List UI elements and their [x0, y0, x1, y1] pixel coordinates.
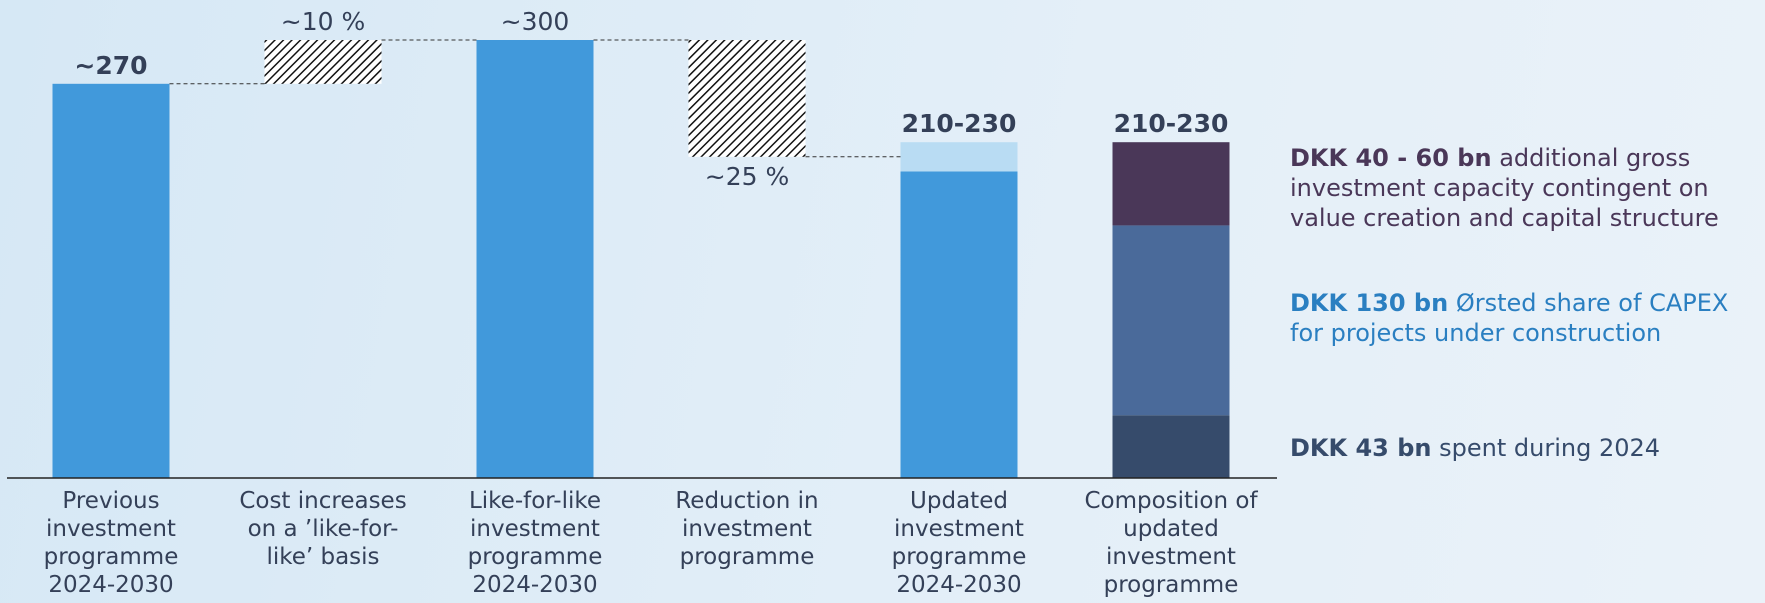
value-label: ~270: [74, 51, 147, 80]
bar: [52, 83, 170, 479]
x-tick-label: Like-for-like investment programme 2024-…: [467, 488, 603, 598]
note-text: additional gross investment capacity con…: [1290, 144, 1719, 232]
change-bar: [688, 40, 806, 157]
stack-segment: [1112, 225, 1230, 416]
value-label: 210-230: [902, 109, 1017, 138]
bar: [900, 171, 1018, 478]
x-tick-label: Reduction in investment programme: [675, 488, 819, 570]
value-label: ~10 %: [281, 7, 365, 36]
note-text: spent during 2024: [1439, 434, 1661, 462]
note: DKK 130 bn Ørsted share of CAPEX for pro…: [1290, 288, 1760, 348]
stack-segment: [1112, 142, 1230, 226]
change-bar: [264, 40, 382, 84]
note: DKK 40 - 60 bn additional gross investme…: [1290, 143, 1760, 233]
note-bold: DKK 40 - 60 bn: [1290, 144, 1492, 172]
x-tick-label: Updated investment programme 2024-2030: [891, 488, 1027, 598]
x-tick-label: Previous investment programme 2024-2030: [43, 488, 179, 598]
note-bold: DKK 43 bn: [1290, 434, 1432, 462]
note: DKK 43 bn spent during 2024: [1290, 433, 1760, 463]
stack-segment: [1112, 415, 1230, 478]
note-bold: DKK 130 bn: [1290, 289, 1449, 317]
note-text: Ørsted share of CAPEX for projects under…: [1290, 289, 1729, 347]
value-label: ~300: [501, 7, 570, 36]
x-tick-label: Composition of updated investment progra…: [1084, 488, 1258, 598]
value-label: ~25 %: [705, 162, 789, 191]
value-label: 210-230: [1114, 109, 1229, 138]
x-tick-label: Cost increases on a ’like-for-like’ basi…: [239, 488, 407, 570]
range-bar: [900, 142, 1018, 172]
bar: [476, 40, 594, 478]
